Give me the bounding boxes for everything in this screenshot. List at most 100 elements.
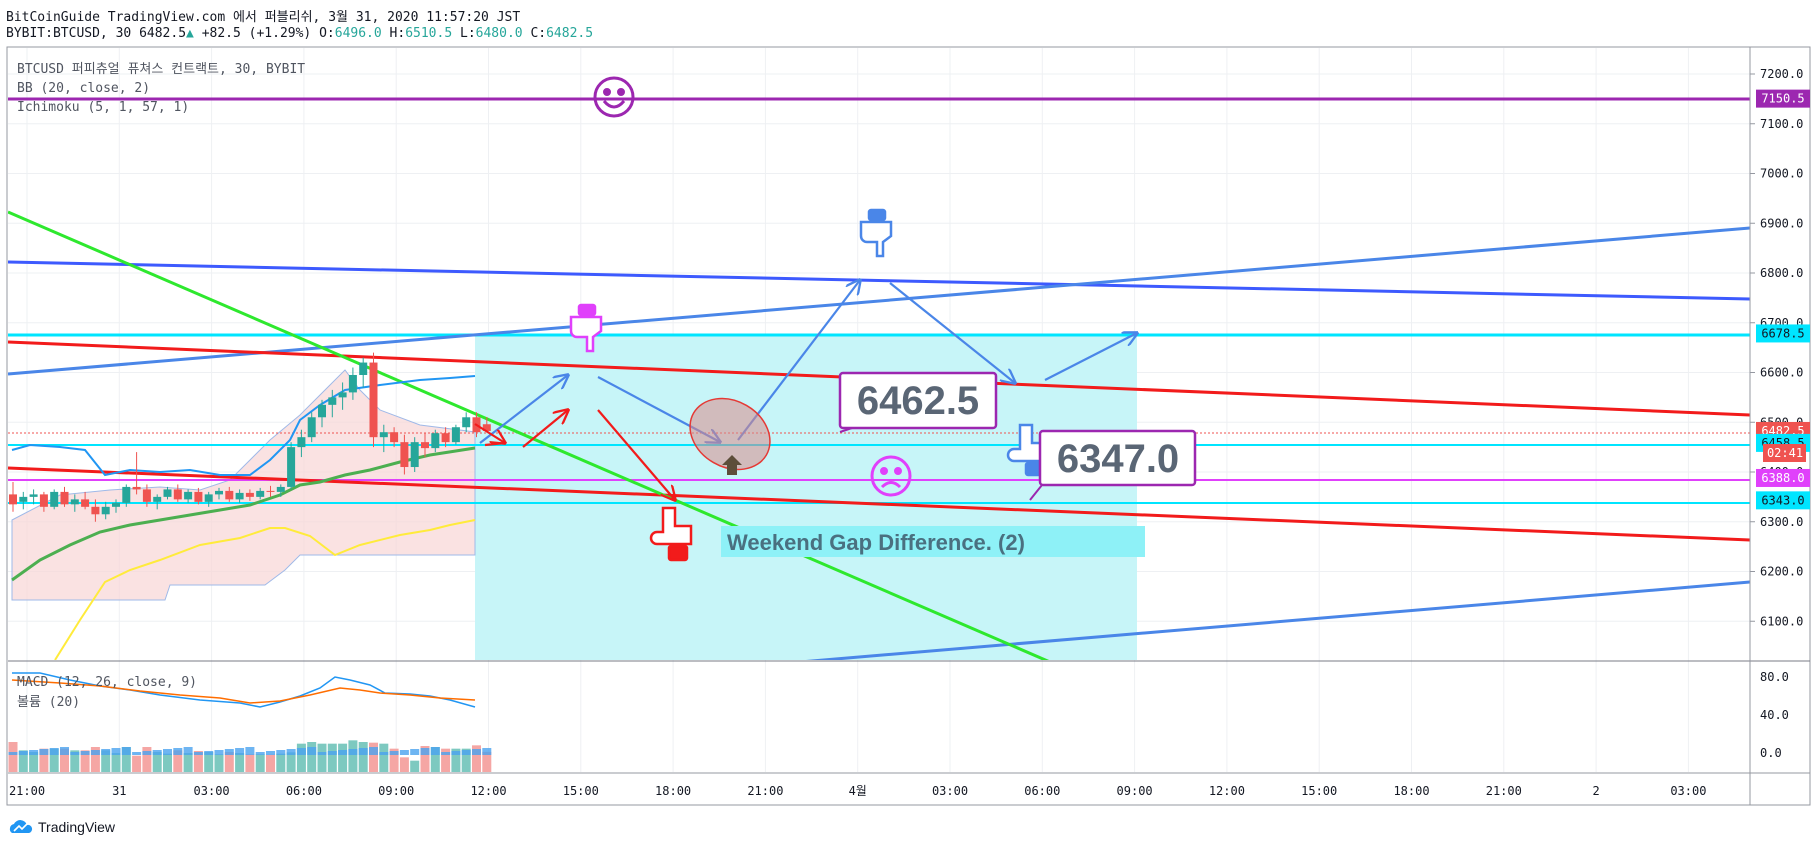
volume-bar bbox=[296, 743, 306, 772]
macd-histogram-bar bbox=[266, 751, 275, 755]
candle-body bbox=[245, 492, 254, 497]
last-price: 6482.5 bbox=[139, 26, 187, 41]
macd-histogram-bar bbox=[111, 748, 121, 755]
cloud-logo-icon bbox=[9, 820, 33, 833]
ichimoku-lagging-line bbox=[54, 519, 476, 660]
volume-bar bbox=[193, 751, 203, 772]
pointing-hand-icon bbox=[569, 303, 603, 353]
time-axis[interactable]: 21:00 31 03:00 06:00 09:00 12:00 15:00 18:00 21:… bbox=[9, 784, 1707, 798]
macd-histogram-bar bbox=[461, 750, 471, 755]
symbol-ohlc-line: BYBIT:BTCUSD, 30 6482.5▲ +82.5 (+1.29%) … bbox=[6, 26, 593, 41]
trendline-light-blue-lower[interactable] bbox=[800, 580, 1750, 662]
trendline-dark-blue[interactable] bbox=[8, 260, 1750, 301]
candle-body bbox=[410, 442, 419, 468]
volume-bar bbox=[399, 757, 409, 772]
volume-bar bbox=[49, 748, 59, 772]
time-tick-label: 21:00 bbox=[747, 784, 783, 798]
macd-histogram-bar bbox=[338, 750, 348, 755]
time-tick-label: 03:00 bbox=[932, 784, 968, 798]
volume-bar bbox=[348, 740, 358, 772]
macd-signal-line bbox=[11, 679, 476, 704]
time-tick-label: 09:00 bbox=[378, 784, 414, 798]
level-label-text: 6388.0 bbox=[1761, 471, 1804, 485]
volume-bar bbox=[327, 743, 337, 772]
macd-histogram-bar bbox=[214, 750, 224, 755]
candlestick-series bbox=[9, 352, 491, 522]
candle-body bbox=[276, 486, 285, 492]
volume-bar bbox=[461, 748, 471, 772]
legend-bb: BB (20, close, 2) bbox=[17, 81, 150, 96]
highlight-ellipse bbox=[689, 397, 771, 471]
blue-arrow-down-2 bbox=[889, 282, 1015, 383]
candle-body bbox=[101, 506, 110, 515]
weekend-gap-zone bbox=[475, 335, 1137, 660]
candle-body bbox=[142, 489, 151, 502]
candle-body bbox=[91, 506, 100, 515]
trendline-red-lower[interactable] bbox=[8, 466, 1750, 542]
tradingview-logo[interactable]: TradingView bbox=[8, 819, 115, 835]
macd-histogram-bar bbox=[152, 750, 162, 755]
candle-body bbox=[369, 362, 378, 438]
time-tick-label: 18:00 bbox=[1393, 784, 1429, 798]
price-tick-label: 6100.0 bbox=[1760, 614, 1803, 628]
macd-axis: 80.0 40.0 0.0 bbox=[1760, 670, 1789, 760]
volume-bar bbox=[441, 748, 451, 772]
volume-bar bbox=[90, 747, 100, 772]
macd-histogram-bar bbox=[193, 752, 203, 755]
macd-histogram-bar bbox=[317, 752, 327, 755]
volume-bar bbox=[276, 753, 286, 772]
level-label-bg bbox=[1756, 491, 1810, 510]
macd-histogram-bar bbox=[441, 752, 451, 755]
time-tick-label: 31 bbox=[112, 784, 126, 798]
volume-bar bbox=[245, 754, 255, 772]
volume-bar bbox=[235, 753, 245, 772]
macd-histogram-bar bbox=[348, 749, 358, 755]
trendline-light-blue-upper[interactable] bbox=[8, 226, 1750, 376]
price-change: +82.5 (+1.29%) bbox=[201, 26, 312, 41]
macd-histogram-bar bbox=[276, 750, 286, 755]
macd-histogram-bar bbox=[296, 748, 306, 755]
macd-histogram-bar bbox=[132, 752, 142, 755]
happy-face-icon bbox=[593, 76, 635, 118]
level-label-text: 6678.5 bbox=[1761, 326, 1804, 340]
volume-bar bbox=[214, 754, 224, 772]
red-arrow-up bbox=[522, 410, 568, 448]
candle-body bbox=[122, 486, 131, 503]
macd-histogram-bar bbox=[389, 751, 399, 755]
sad-face-icon bbox=[870, 455, 912, 497]
volume-bar bbox=[132, 755, 142, 772]
macd-histogram-bar bbox=[307, 747, 317, 755]
price-tick-label: 7100.0 bbox=[1760, 117, 1803, 131]
red-arrow-1-tail bbox=[484, 441, 506, 447]
volume-bar bbox=[80, 750, 90, 772]
price-axis[interactable]: 7200.07100.07000.06900.06800.06700.06600… bbox=[1750, 67, 1803, 628]
time-tick-label: 15:00 bbox=[1301, 784, 1337, 798]
macd-histogram-bar bbox=[410, 749, 420, 755]
volume-bar bbox=[410, 760, 420, 772]
volume-bar bbox=[224, 752, 234, 772]
volume-bar bbox=[142, 747, 152, 772]
macd-histogram-bar bbox=[472, 749, 481, 755]
macd-histogram-bar bbox=[39, 749, 49, 755]
candle-body bbox=[9, 494, 17, 505]
footer-brand: TradingView bbox=[38, 819, 116, 835]
low-label: L: bbox=[460, 26, 476, 41]
macd-histogram-bar bbox=[101, 749, 111, 755]
macd-histogram-bar bbox=[90, 750, 100, 755]
macd-histogram-bar bbox=[49, 748, 59, 755]
macd-histogram-bar bbox=[451, 751, 461, 755]
candle-body bbox=[287, 447, 296, 487]
volume-bar bbox=[338, 743, 348, 772]
close-label: C: bbox=[530, 26, 547, 41]
macd-histogram-bar bbox=[430, 747, 440, 755]
trendline-green[interactable] bbox=[8, 210, 1050, 662]
svg-text:02:41: 02:41 bbox=[1767, 446, 1803, 460]
price-tick-label: 6300.0 bbox=[1760, 515, 1803, 529]
volume-bar bbox=[18, 750, 28, 772]
time-tick-label: 4월 bbox=[849, 784, 867, 798]
candle-body bbox=[421, 442, 429, 449]
macd-histogram-bar bbox=[18, 751, 28, 755]
close-value: 6482.5 bbox=[546, 26, 594, 41]
candle-body bbox=[153, 496, 162, 502]
